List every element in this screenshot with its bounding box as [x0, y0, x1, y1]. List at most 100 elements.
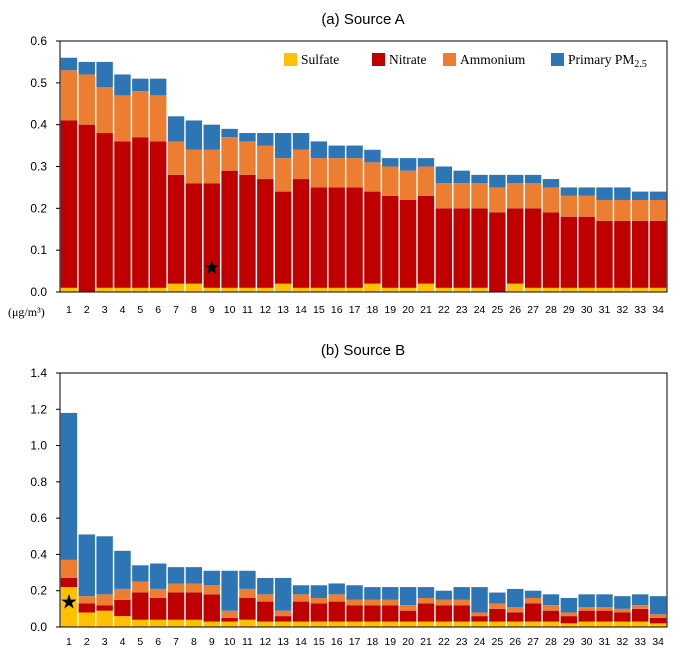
bar-ammonium-21 — [417, 597, 435, 604]
x-tick-label: 8 — [191, 636, 197, 648]
bar-sulfate-29 — [560, 287, 578, 292]
bar-nitrate-15 — [310, 187, 328, 288]
bar-sulfate-13 — [274, 283, 292, 292]
bar-ammonium-25 — [489, 187, 506, 213]
bar-sulfate-31 — [596, 621, 613, 627]
bar-sulfate-17 — [346, 287, 363, 292]
bar-nitrate-28 — [542, 212, 560, 288]
bar-ammonium-5 — [132, 91, 149, 138]
bar-sulfate-9 — [203, 287, 220, 292]
x-tick-label: 17 — [349, 304, 361, 316]
bar-sulfate-9 — [203, 621, 220, 627]
bar-primary-33 — [632, 594, 649, 606]
bar-ammonium-30 — [578, 195, 595, 217]
x-tick-label: 31 — [599, 636, 611, 648]
bar-sulfate-29 — [560, 623, 578, 627]
bar-ammonium-2 — [78, 74, 95, 125]
x-tick-label: 12 — [259, 304, 271, 316]
bar-primary-3 — [96, 61, 113, 88]
bar-sulfate-18 — [364, 283, 381, 292]
bar-ammonium-22 — [435, 599, 453, 606]
legend-label-primary: Primary PM2.5 — [568, 52, 647, 70]
bar-primary-30 — [578, 594, 595, 608]
bar-ammonium-6 — [149, 588, 167, 598]
x-tick-label: 7 — [173, 304, 179, 316]
panel-source-a: (a) Source A 1 2 3 4 5 6 7 8 9 10 11 12 13 14 15 16 17 18… — [8, 11, 668, 319]
bar-ammonium-18 — [364, 162, 381, 192]
x-tick-label: 22 — [438, 636, 450, 648]
bar-primary-27 — [524, 590, 542, 598]
bar-primary-12 — [257, 578, 274, 595]
bar-primary-4 — [114, 550, 131, 589]
bar-ammonium-10 — [221, 137, 238, 171]
bar-sulfate-27 — [524, 621, 542, 627]
x-tick-label: 14 — [295, 636, 307, 648]
bar-ammonium-29 — [560, 612, 578, 617]
bar-sulfate-3 — [96, 287, 113, 292]
y-tick-label: 0.2 — [30, 584, 47, 598]
bar-sulfate-11 — [239, 619, 256, 627]
bar-primary-34 — [649, 596, 667, 615]
bar-ammonium-20 — [399, 605, 417, 611]
bar-nitrate-31 — [596, 610, 613, 622]
bar-sulfate-4 — [114, 616, 131, 627]
bar-ammonium-19 — [382, 166, 399, 196]
bar-sulfate-5 — [132, 619, 149, 627]
bar-ammonium-30 — [578, 607, 595, 611]
bar-primary-15 — [310, 585, 328, 598]
bar-primary-20 — [399, 587, 417, 606]
bar-ammonium-22 — [435, 183, 453, 209]
x-tick-label: 14 — [295, 304, 307, 316]
bar-nitrate-21 — [417, 603, 435, 622]
bar-nitrate-33 — [632, 608, 649, 622]
x-tick-label: 27 — [527, 304, 539, 316]
bar-nitrate-30 — [578, 216, 595, 288]
bar-nitrate-11 — [239, 174, 256, 288]
bar-sulfate-12 — [257, 287, 274, 292]
bar-nitrate-8 — [185, 592, 203, 620]
bar-sulfate-34 — [649, 623, 667, 627]
bar-ammonium-21 — [417, 166, 435, 196]
bar-ammonium-34 — [649, 614, 667, 618]
bar-nitrate-12 — [257, 601, 274, 622]
bar-sulfate-7 — [167, 283, 185, 292]
bar-primary-26 — [507, 588, 524, 608]
bar-primary-2 — [78, 534, 95, 597]
bar-nitrate-29 — [560, 616, 578, 624]
bar-nitrate-4 — [114, 599, 131, 617]
bar-primary-17 — [346, 145, 363, 159]
x-tick-label: 34 — [652, 304, 664, 316]
bar-primary-33 — [632, 191, 649, 200]
bar-nitrate-10 — [221, 170, 238, 288]
bar-ammonium-17 — [346, 599, 363, 606]
bar-sulfate-28 — [542, 621, 560, 627]
bar-sulfate-21 — [417, 283, 435, 292]
bar-nitrate-8 — [185, 183, 203, 284]
x-tick-label: 5 — [137, 636, 143, 648]
bar-ammonium-33 — [632, 199, 649, 221]
bar-ammonium-11 — [239, 141, 256, 175]
bar-primary-17 — [346, 585, 363, 600]
bar-nitrate-34 — [649, 617, 667, 624]
legend-label-ammonium: Ammonium — [460, 52, 526, 67]
bar-ammonium-17 — [346, 158, 363, 188]
y-tick-label: 1.0 — [30, 439, 47, 453]
bar-primary-10 — [221, 128, 238, 138]
x-tick-label: 4 — [120, 636, 126, 648]
legend-label-nitrate: Nitrate — [389, 52, 426, 67]
bar-primary-7 — [167, 116, 185, 142]
bar-nitrate-1 — [60, 578, 78, 588]
bar-ammonium-16 — [328, 158, 345, 188]
bar-sulfate-20 — [399, 621, 417, 627]
bar-nitrate-14 — [292, 601, 310, 622]
bar-primary-2 — [78, 61, 95, 75]
bar-ammonium-28 — [542, 605, 560, 611]
bar-ammonium-7 — [167, 583, 185, 593]
bar-sulfate-21 — [417, 621, 435, 627]
bar-primary-19 — [382, 587, 399, 600]
bar-sulfate-8 — [185, 283, 203, 292]
bar-sulfate-6 — [149, 287, 167, 292]
bar-nitrate-15 — [310, 603, 328, 622]
bar-nitrate-25 — [489, 608, 506, 622]
